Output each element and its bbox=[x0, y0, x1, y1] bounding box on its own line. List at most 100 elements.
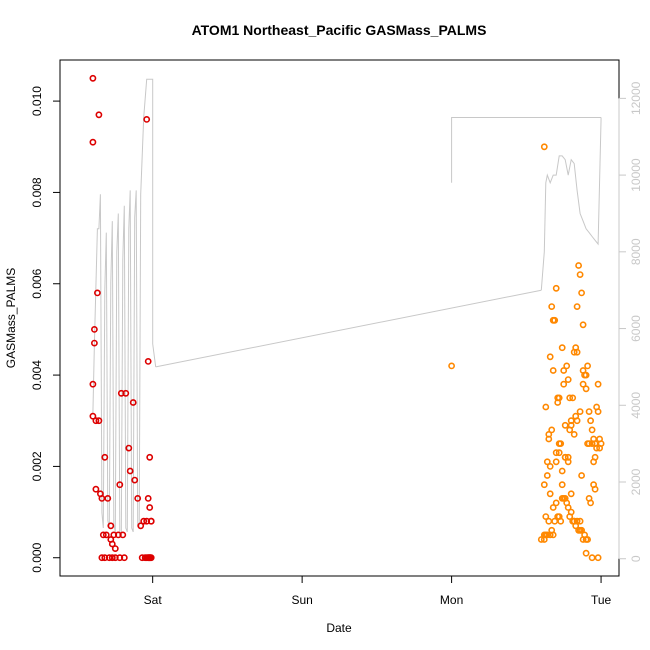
series1-point bbox=[131, 476, 139, 484]
series1-point bbox=[92, 485, 100, 493]
series2-point bbox=[545, 435, 553, 443]
x-tick-label: Mon bbox=[440, 593, 463, 607]
y2-tick-label: 8000 bbox=[629, 238, 643, 265]
series2-point bbox=[578, 289, 585, 297]
series2-point bbox=[554, 399, 562, 406]
series1-point bbox=[95, 417, 103, 425]
series2-point bbox=[594, 554, 602, 562]
series2-point bbox=[554, 513, 562, 520]
series1-point bbox=[134, 494, 142, 502]
series2-point bbox=[566, 394, 574, 402]
y2-tick-label: 4000 bbox=[629, 392, 643, 419]
series1-point bbox=[107, 522, 115, 530]
series2-point bbox=[563, 499, 571, 507]
series1-point bbox=[146, 453, 154, 461]
series2-point bbox=[560, 367, 568, 374]
series1-point bbox=[91, 339, 98, 347]
series2-point bbox=[564, 376, 572, 383]
y2-tick-label: 2000 bbox=[629, 468, 643, 495]
series2-point bbox=[549, 504, 557, 511]
y-tick-label: 0.002 bbox=[30, 451, 44, 481]
series2-point bbox=[558, 481, 566, 489]
series2-point bbox=[558, 467, 566, 475]
series2-point bbox=[552, 458, 560, 466]
y-tick-label: 0.010 bbox=[30, 86, 44, 116]
altitude-line-segment-3 bbox=[540, 117, 602, 291]
series1-point bbox=[99, 531, 107, 539]
series1-point bbox=[120, 554, 128, 562]
series2-point bbox=[584, 536, 591, 543]
series1-point bbox=[108, 540, 116, 548]
series2-point bbox=[576, 408, 584, 415]
series2-point bbox=[537, 536, 545, 543]
series1-point bbox=[116, 481, 124, 489]
series2-point bbox=[542, 403, 550, 411]
series2-point bbox=[540, 536, 548, 543]
series2-point bbox=[540, 481, 548, 489]
series1-point bbox=[94, 289, 101, 297]
series1-point bbox=[143, 116, 151, 123]
y-tick-label: 0.008 bbox=[30, 177, 44, 207]
series1-point bbox=[119, 531, 127, 539]
series2-point bbox=[569, 394, 577, 402]
series2-point bbox=[584, 440, 591, 447]
plot-area bbox=[89, 74, 605, 562]
series2-point bbox=[582, 549, 590, 557]
series2-point bbox=[578, 526, 585, 534]
series1-point bbox=[104, 494, 112, 502]
series1-point bbox=[144, 494, 152, 502]
series1-point bbox=[144, 357, 152, 365]
series2-point bbox=[590, 435, 597, 443]
y-axis-label: GASMass_PALMS bbox=[4, 268, 18, 368]
series1-point bbox=[89, 74, 97, 82]
series2-point bbox=[596, 435, 603, 443]
series2-point bbox=[591, 485, 599, 493]
series2-point bbox=[587, 499, 594, 507]
y-tick-label: 0.006 bbox=[30, 268, 44, 298]
series2-point bbox=[546, 462, 554, 470]
series2-point bbox=[563, 362, 571, 370]
series1-point bbox=[140, 517, 148, 525]
series1-point bbox=[91, 325, 98, 333]
series2-point bbox=[557, 517, 565, 525]
series1-point bbox=[101, 453, 109, 461]
series2-point bbox=[560, 380, 568, 388]
series2-point bbox=[582, 385, 590, 393]
y2-tick-label: 6000 bbox=[629, 315, 643, 342]
series1-point bbox=[105, 554, 113, 562]
series2-point bbox=[576, 517, 584, 525]
series2-point bbox=[552, 499, 560, 507]
series1-point bbox=[126, 467, 134, 475]
series2-point bbox=[588, 554, 596, 562]
series2-point bbox=[546, 353, 554, 361]
y-tick-label: 0.004 bbox=[30, 360, 44, 390]
series2-point bbox=[542, 513, 550, 520]
series2-point bbox=[581, 531, 588, 539]
series2-point bbox=[564, 453, 572, 461]
series1-point bbox=[129, 399, 137, 406]
series2-point bbox=[552, 284, 560, 292]
series2-point bbox=[552, 449, 560, 457]
series2-point bbox=[578, 472, 585, 479]
series2-point bbox=[579, 380, 587, 388]
series2-point bbox=[543, 458, 551, 466]
series2-point bbox=[448, 362, 455, 370]
series1-point bbox=[125, 444, 133, 452]
series1-point bbox=[147, 517, 155, 525]
plot-frame bbox=[59, 59, 620, 577]
series1-point bbox=[102, 531, 110, 539]
series1-point bbox=[89, 138, 97, 146]
series2-point bbox=[549, 367, 557, 374]
x-tick-label: Sat bbox=[144, 593, 163, 607]
series2-point bbox=[579, 321, 587, 329]
series2-point bbox=[567, 490, 575, 498]
series2-point bbox=[548, 303, 556, 310]
y-axis-left: 0.000 0.002 0.004 0.006 0.008 0.010 bbox=[30, 86, 61, 573]
series1-point bbox=[89, 412, 97, 420]
series2-point bbox=[555, 440, 563, 447]
series1-point bbox=[98, 554, 106, 562]
series2-point bbox=[558, 344, 566, 352]
series2-point bbox=[585, 408, 593, 415]
series2-point bbox=[561, 453, 569, 461]
